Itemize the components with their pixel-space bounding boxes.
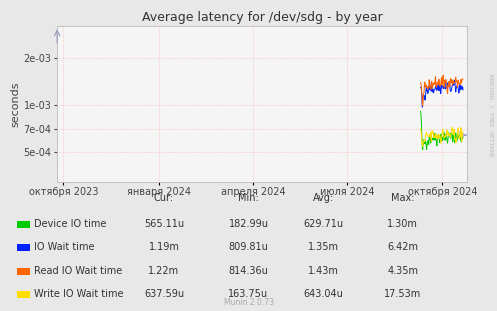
Text: 1.30m: 1.30m (387, 219, 418, 229)
Text: Read IO Wait time: Read IO Wait time (34, 266, 122, 276)
Text: 6.42m: 6.42m (387, 242, 418, 252)
Text: 1.19m: 1.19m (149, 242, 179, 252)
Title: Average latency for /dev/sdg - by year: Average latency for /dev/sdg - by year (142, 11, 383, 24)
Text: 1.35m: 1.35m (308, 242, 338, 252)
Text: 163.75u: 163.75u (229, 289, 268, 299)
Text: 182.99u: 182.99u (229, 219, 268, 229)
Text: Max:: Max: (391, 193, 414, 202)
Text: Avg:: Avg: (313, 193, 333, 202)
Text: Min:: Min: (238, 193, 259, 202)
Text: 809.81u: 809.81u (229, 242, 268, 252)
Text: 629.71u: 629.71u (303, 219, 343, 229)
Text: Device IO time: Device IO time (34, 219, 106, 229)
Text: 637.59u: 637.59u (144, 289, 184, 299)
Text: 4.35m: 4.35m (387, 266, 418, 276)
Text: 1.22m: 1.22m (149, 266, 179, 276)
Text: 1.43m: 1.43m (308, 266, 338, 276)
Text: Munin 2.0.73: Munin 2.0.73 (224, 298, 273, 307)
Text: RRDTOOL / TOBI OETIKER: RRDTOOL / TOBI OETIKER (489, 74, 494, 156)
Text: 643.04u: 643.04u (303, 289, 343, 299)
Y-axis label: seconds: seconds (11, 81, 21, 127)
Text: 814.36u: 814.36u (229, 266, 268, 276)
Text: 565.11u: 565.11u (144, 219, 184, 229)
Text: IO Wait time: IO Wait time (34, 242, 94, 252)
Text: Write IO Wait time: Write IO Wait time (34, 289, 123, 299)
Text: Cur:: Cur: (154, 193, 174, 202)
Text: 17.53m: 17.53m (384, 289, 421, 299)
